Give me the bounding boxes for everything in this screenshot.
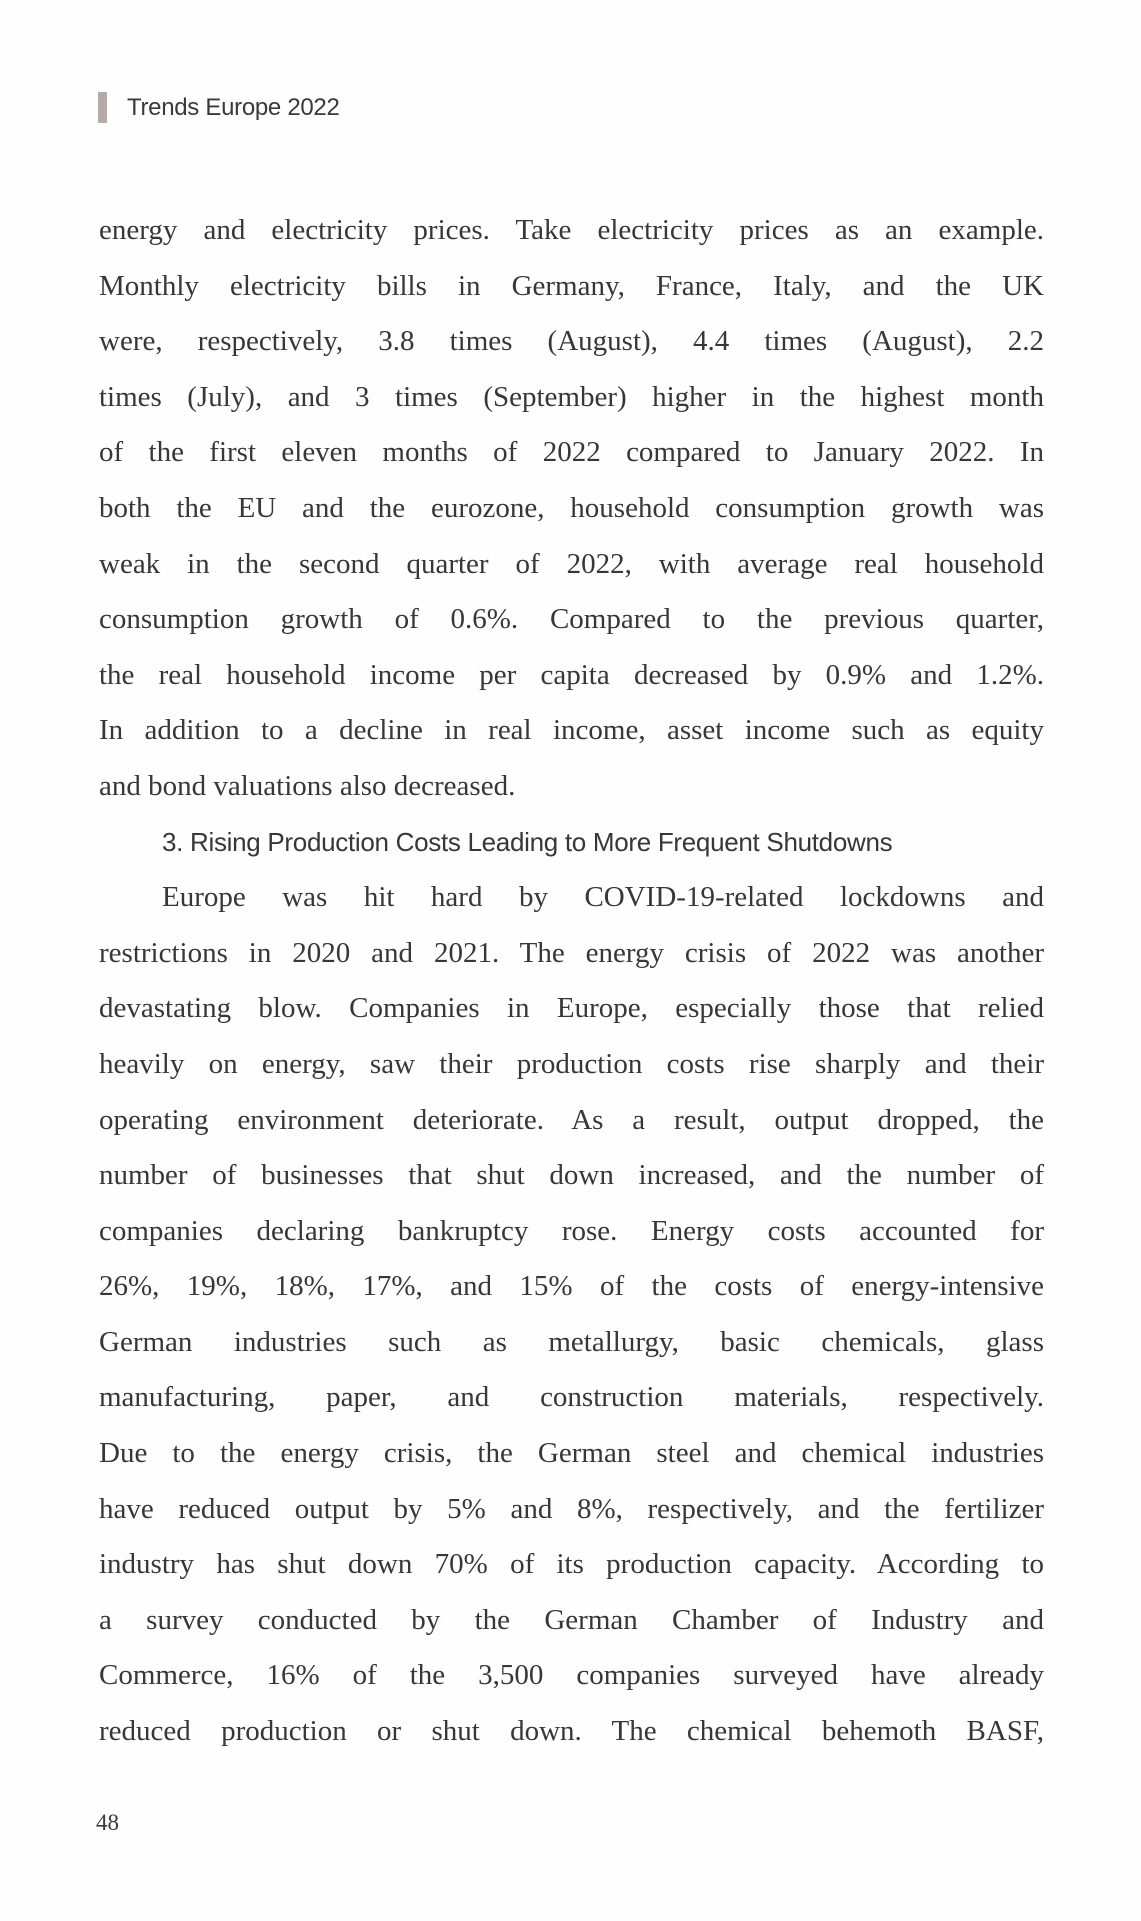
section-heading: 3. Rising Production Costs Leading to Mo… xyxy=(162,826,893,857)
text-line: restrictions in 2020 and 2021. The energ… xyxy=(99,936,1044,969)
text-line: reduced production or shut down. The che… xyxy=(99,1715,1044,1748)
running-head-bar xyxy=(98,92,107,123)
text-line: Due to the energy crisis, the German ste… xyxy=(99,1437,1044,1470)
text-line: of the first eleven months of 2022 compa… xyxy=(99,436,1044,469)
text-line: German industries such as metallurgy, ba… xyxy=(99,1325,1044,1358)
body-text: energy and electricity prices. Take elec… xyxy=(99,203,1044,1760)
text-line: were, respectively, 3.8 times (August), … xyxy=(99,325,1044,358)
text-line: Monthly electricity bills in Germany, Fr… xyxy=(99,269,1044,302)
page-number: 48 xyxy=(96,1810,119,1835)
text-line: the real household income per capita dec… xyxy=(99,658,1044,691)
text-line: companies declaring bankruptcy rose. Ene… xyxy=(99,1214,1044,1247)
text-line: consumption growth of 0.6%. Compared to … xyxy=(99,603,1044,636)
text-line: manufacturing, paper, and construction m… xyxy=(99,1381,1044,1414)
text-line: In addition to a decline in real income,… xyxy=(99,714,1044,747)
text-line: times (July), and 3 times (September) hi… xyxy=(99,380,1044,413)
text-line: weak in the second quarter of 2022, with… xyxy=(99,547,1044,580)
text-line: 26%, 19%, 18%, 17%, and 15% of the costs… xyxy=(99,1270,1044,1303)
text-line: operating environment deteriorate. As a … xyxy=(99,1103,1044,1136)
running-head-title: Trends Europe 2022 xyxy=(127,93,340,121)
running-head: Trends Europe 2022 xyxy=(98,92,340,123)
text-line: energy and electricity prices. Take elec… xyxy=(99,214,1044,246)
text-line: and bond valuations also decreased. xyxy=(99,769,516,802)
text-line: a survey conducted by the German Chamber… xyxy=(99,1603,1044,1636)
text-line: both the EU and the eurozone, household … xyxy=(99,491,1044,524)
text-line: industry has shut down 70% of its produc… xyxy=(99,1548,1044,1581)
text-line: have reduced output by 5% and 8%, respec… xyxy=(99,1492,1044,1525)
text-line: devastating blow. Companies in Europe, e… xyxy=(99,992,1044,1025)
text-line: number of businesses that shut down incr… xyxy=(99,1159,1044,1192)
text-line: Commerce, 16% of the 3,500 companies sur… xyxy=(99,1659,1044,1692)
text-line: Europe was hit hard by COVID-19-related … xyxy=(162,881,1044,914)
text-line: heavily on energy, saw their production … xyxy=(99,1047,1044,1080)
